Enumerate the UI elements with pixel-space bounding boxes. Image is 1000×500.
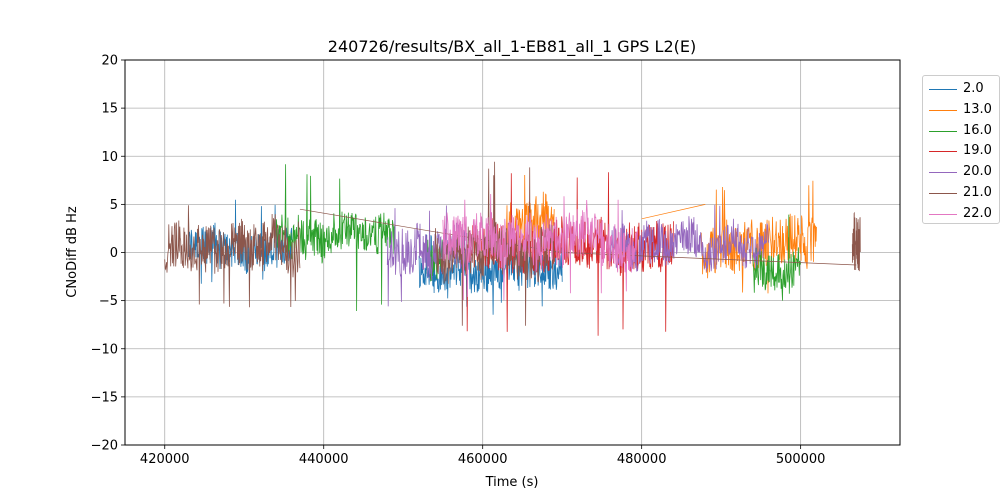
x-tick-label: 500000: [776, 452, 826, 467]
series-13.0-connector: [641, 204, 706, 220]
y-tick-label: −20: [91, 439, 118, 454]
y-tick-label: 20: [101, 54, 118, 69]
series-20.0-trace: [609, 204, 770, 273]
x-tick-label: 440000: [299, 452, 349, 467]
series-22.0: [442, 193, 639, 301]
y-tick-label: −10: [91, 342, 118, 357]
legend-label: 16.0: [963, 122, 992, 138]
y-axis: −20 −15 −10 −5 0 5 10 15 20: [91, 54, 125, 454]
legend-item-13.0: 13.0: [929, 101, 999, 117]
legend-swatch: [929, 193, 957, 194]
legend-item-19.0: 19.0: [929, 142, 999, 158]
legend-item-20.0: 20.0: [929, 163, 999, 179]
series-21.0-trace: [851, 211, 861, 272]
y-tick-label: −15: [91, 390, 118, 405]
series-22.0-trace: [442, 193, 639, 301]
legend-item-22.0: 22.0: [929, 205, 999, 221]
legend-label: 20.0: [963, 164, 992, 180]
legend-item-21.0: 21.0: [929, 184, 999, 200]
series-2.0-trace: [418, 233, 563, 315]
legend-label: 21.0: [963, 185, 992, 200]
y-tick-label: 0: [110, 246, 118, 261]
chart-title: 240726/results/BX_all_1-EB81_all_1 GPS L…: [328, 37, 696, 57]
legend-swatch: [929, 130, 957, 132]
legend-label: 22.0: [963, 205, 992, 221]
legend-swatch: [929, 172, 957, 174]
legend-label: 2.0: [963, 81, 984, 96]
legend-item-2.0: 2.0: [929, 80, 999, 96]
y-tick-label: 10: [101, 150, 118, 165]
x-tick-label: 460000: [458, 452, 508, 467]
legend-label: 19.0: [963, 143, 992, 159]
x-axis: 420000 440000 460000 480000 500000: [140, 445, 826, 467]
legend-swatch: [929, 151, 957, 153]
series-layer: [164, 161, 861, 336]
legend-swatch: [929, 213, 957, 215]
y-tick-label: −5: [99, 294, 118, 309]
legend-label: 13.0: [963, 101, 992, 117]
y-tick-label: 15: [101, 102, 118, 117]
legend-swatch: [929, 109, 957, 111]
y-axis-label: CNoDiff dB Hz: [65, 206, 80, 298]
legend-swatch: [929, 89, 957, 90]
x-tick-label: 480000: [617, 452, 667, 467]
legend: 2.0 13.0 16.0 19.0 20.0 21.0 22.0: [922, 75, 1000, 224]
x-tick-label: 420000: [140, 452, 190, 467]
x-axis-label: Time (s): [485, 475, 539, 490]
series-16.0-trace: [752, 214, 801, 301]
series-21.0-trace: [164, 205, 301, 308]
y-tick-label: 5: [110, 198, 118, 213]
legend-item-16.0: 16.0: [929, 122, 999, 138]
